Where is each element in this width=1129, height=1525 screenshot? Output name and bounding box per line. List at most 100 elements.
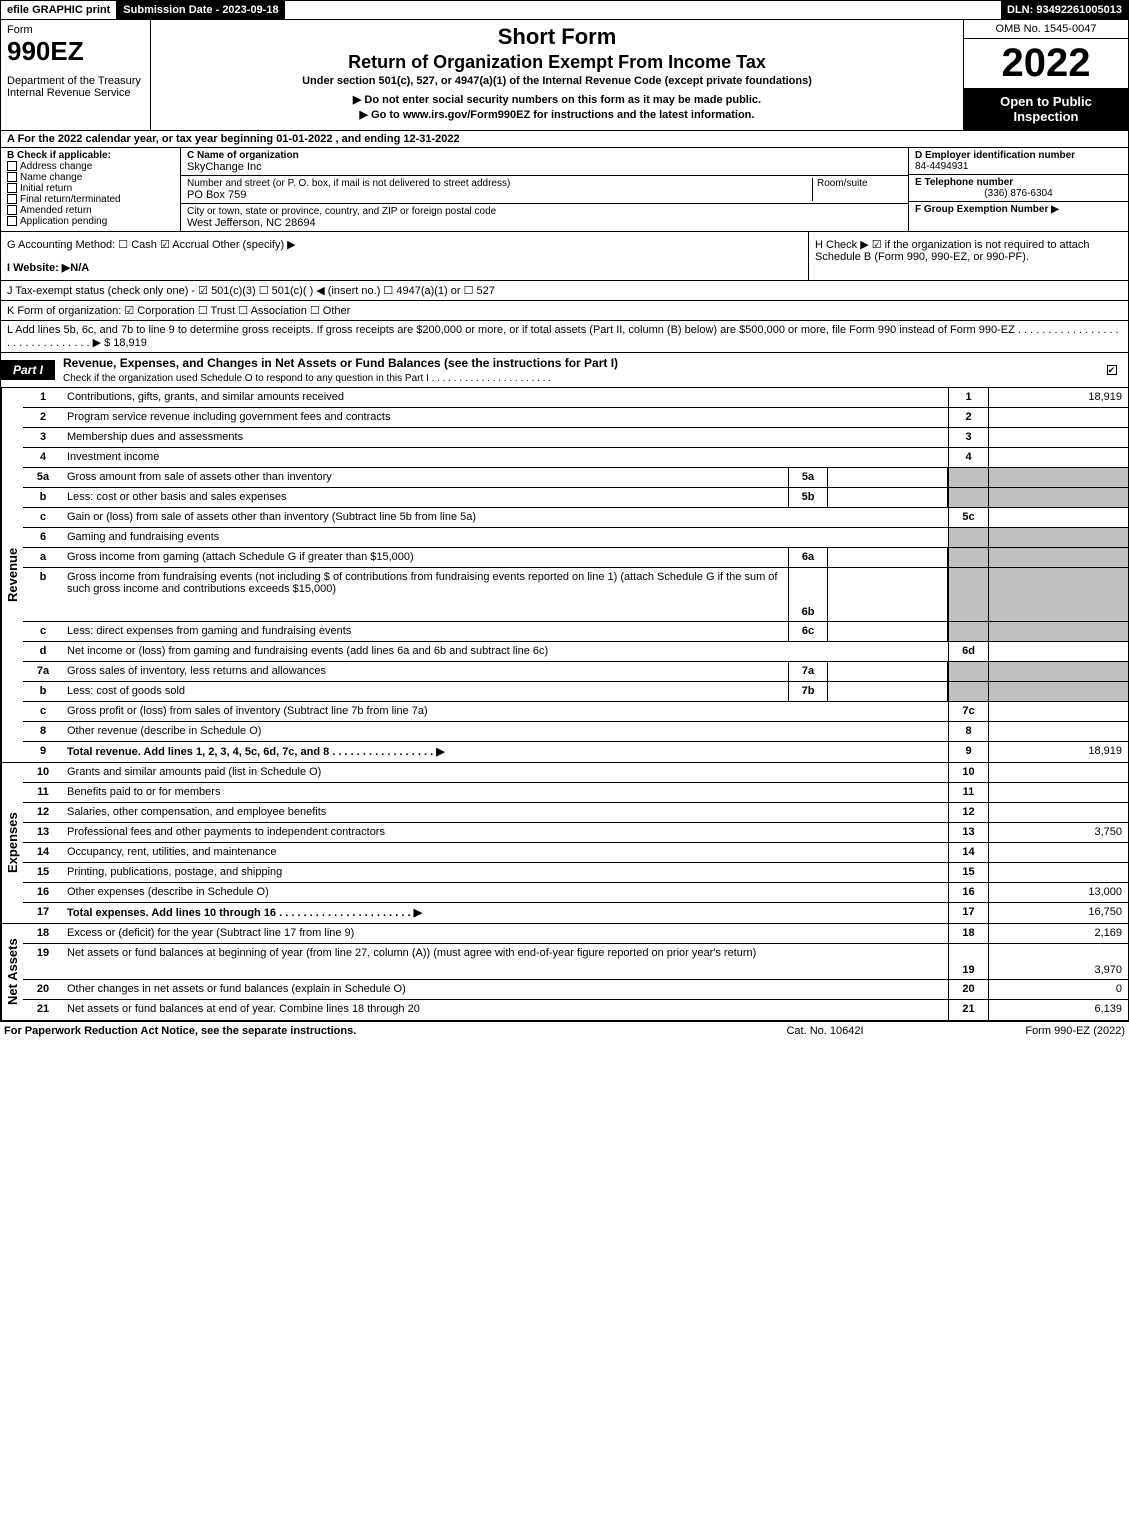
tax-year: 2022: [964, 39, 1128, 88]
line-8: 8 Other revenue (describe in Schedule O)…: [23, 722, 1128, 742]
line-7b: b Less: cost of goods sold 7b: [23, 682, 1128, 702]
room-label: Room/suite: [812, 178, 902, 201]
check-amended[interactable]: Amended return: [7, 205, 174, 216]
line-16: 16 Other expenses (describe in Schedule …: [23, 883, 1128, 903]
title-main: Short Form: [157, 24, 957, 50]
line-1: 1 Contributions, gifts, grants, and simi…: [23, 388, 1128, 408]
revenue-section: Revenue 1 Contributions, gifts, grants, …: [0, 388, 1129, 763]
name-label: C Name of organization: [187, 150, 902, 161]
line-19: 19 Net assets or fund balances at beginn…: [23, 944, 1128, 980]
footer-center: Cat. No. 10642I: [725, 1025, 925, 1037]
line-6b: b Gross income from fundraising events (…: [23, 568, 1128, 622]
line-7c: c Gross profit or (loss) from sales of i…: [23, 702, 1128, 722]
line-7a: 7a Gross sales of inventory, less return…: [23, 662, 1128, 682]
line-2: 2 Program service revenue including gove…: [23, 408, 1128, 428]
department: Department of the Treasury Internal Reve…: [7, 75, 144, 99]
part1-title: Revenue, Expenses, and Changes in Net As…: [55, 353, 1098, 387]
page-footer: For Paperwork Reduction Act Notice, see …: [0, 1021, 1129, 1040]
line-11: 11 Benefits paid to or for members 11: [23, 783, 1128, 803]
top-bar: efile GRAPHIC print Submission Date - 20…: [0, 0, 1129, 20]
line-15: 15 Printing, publications, postage, and …: [23, 863, 1128, 883]
section-b: B Check if applicable: Address change Na…: [1, 148, 181, 231]
check-final[interactable]: Final return/terminated: [7, 194, 174, 205]
goto-link[interactable]: ▶ Go to www.irs.gov/Form990EZ for instru…: [157, 108, 957, 121]
check-pending[interactable]: Application pending: [7, 216, 174, 227]
form-number: 990EZ: [7, 36, 144, 67]
line-6a: a Gross income from gaming (attach Sched…: [23, 548, 1128, 568]
open-public: Open to Public Inspection: [964, 88, 1128, 130]
line-i: I Website: ▶N/A: [7, 261, 802, 274]
footer-right: Form 990-EZ (2022): [925, 1025, 1125, 1037]
line-18: 18 Excess or (deficit) for the year (Sub…: [23, 924, 1128, 944]
line-5c: c Gain or (loss) from sale of assets oth…: [23, 508, 1128, 528]
revenue-label: Revenue: [1, 388, 23, 762]
netassets-section: Net Assets 18 Excess or (deficit) for th…: [0, 924, 1129, 1021]
line-4: 4 Investment income 4: [23, 448, 1128, 468]
street-label: Number and street (or P. O. box, if mail…: [187, 178, 812, 189]
form-id-block: Form 990EZ Department of the Treasury In…: [1, 20, 151, 130]
line-h: H Check ▶ ☑ if the organization is not r…: [808, 232, 1128, 280]
spacer: [286, 1, 1001, 19]
check-initial[interactable]: Initial return: [7, 183, 174, 194]
line-3: 3 Membership dues and assessments 3: [23, 428, 1128, 448]
street-block: Number and street (or P. O. box, if mail…: [181, 176, 908, 204]
form-header: Form 990EZ Department of the Treasury In…: [0, 20, 1129, 131]
line-k: K Form of organization: ☑ Corporation ☐ …: [0, 301, 1129, 321]
expenses-label: Expenses: [1, 763, 23, 923]
line-17: 17 Total expenses. Add lines 10 through …: [23, 903, 1128, 923]
group-exemption: F Group Exemption Number ▶: [909, 202, 1128, 217]
line-l: L Add lines 5b, 6c, and 7b to line 9 to …: [0, 321, 1129, 353]
line-20: 20 Other changes in net assets or fund b…: [23, 980, 1128, 1000]
check-address[interactable]: Address change: [7, 161, 174, 172]
org-name: SkyChange Inc: [187, 161, 902, 173]
netassets-label: Net Assets: [1, 924, 23, 1020]
ein-block: D Employer identification number 84-4494…: [909, 148, 1128, 175]
phone-value: (336) 876-6304: [915, 188, 1122, 199]
title-under: Under section 501(c), 527, or 4947(a)(1)…: [157, 75, 957, 87]
line-10: 10 Grants and similar amounts paid (list…: [23, 763, 1128, 783]
line-6: 6 Gaming and fundraising events: [23, 528, 1128, 548]
ein-value: 84-4494931: [915, 161, 1122, 172]
title-sub: Return of Organization Exempt From Incom…: [157, 52, 957, 73]
accounting-method: G Accounting Method: ☐ Cash ☑ Accrual Ot…: [1, 232, 808, 280]
b-label: B Check if applicable:: [7, 150, 174, 161]
header-right: OMB No. 1545-0047 2022 Open to Public In…: [963, 20, 1128, 130]
line-j: J Tax-exempt status (check only one) - ☑…: [0, 281, 1129, 301]
line-6d: d Net income or (loss) from gaming and f…: [23, 642, 1128, 662]
footer-left: For Paperwork Reduction Act Notice, see …: [4, 1025, 725, 1037]
line-5b: b Less: cost or other basis and sales ex…: [23, 488, 1128, 508]
line-6c: c Less: direct expenses from gaming and …: [23, 622, 1128, 642]
line-5a: 5a Gross amount from sale of assets othe…: [23, 468, 1128, 488]
omb-number: OMB No. 1545-0047: [964, 20, 1128, 39]
line-21: 21 Net assets or fund balances at end of…: [23, 1000, 1128, 1020]
efile-print[interactable]: efile GRAPHIC print: [1, 1, 117, 19]
org-name-block: C Name of organization SkyChange Inc: [181, 148, 908, 176]
submission-date: Submission Date - 2023-09-18: [117, 1, 285, 19]
form-title-block: Short Form Return of Organization Exempt…: [151, 20, 963, 130]
line-12: 12 Salaries, other compensation, and emp…: [23, 803, 1128, 823]
check-name[interactable]: Name change: [7, 172, 174, 183]
ssn-warning: ▶ Do not enter social security numbers o…: [157, 93, 957, 106]
city-label: City or town, state or province, country…: [187, 206, 902, 217]
city: West Jefferson, NC 28694: [187, 217, 902, 229]
phone-label: E Telephone number: [915, 177, 1122, 188]
line-14: 14 Occupancy, rent, utilities, and maint…: [23, 843, 1128, 863]
city-block: City or town, state or province, country…: [181, 204, 908, 231]
section-bcdef: B Check if applicable: Address change Na…: [0, 148, 1129, 232]
street: PO Box 759: [187, 189, 812, 201]
section-c: C Name of organization SkyChange Inc Num…: [181, 148, 908, 231]
section-def: D Employer identification number 84-4494…: [908, 148, 1128, 231]
line-13: 13 Professional fees and other payments …: [23, 823, 1128, 843]
line-a: A For the 2022 calendar year, or tax yea…: [0, 131, 1129, 148]
form-label: Form: [7, 24, 144, 36]
ein-label: D Employer identification number: [915, 150, 1122, 161]
line-g: G Accounting Method: ☐ Cash ☑ Accrual Ot…: [7, 238, 802, 251]
expenses-section: Expenses 10 Grants and similar amounts p…: [0, 763, 1129, 924]
group-label: F Group Exemption Number ▶: [915, 204, 1059, 215]
row-gh: G Accounting Method: ☐ Cash ☑ Accrual Ot…: [0, 232, 1129, 281]
part1-header: Part I Revenue, Expenses, and Changes in…: [0, 353, 1129, 388]
part1-tab: Part I: [1, 360, 55, 380]
part1-check[interactable]: [1098, 364, 1128, 376]
dln: DLN: 93492261005013: [1001, 1, 1128, 19]
line-9: 9 Total revenue. Add lines 1, 2, 3, 4, 5…: [23, 742, 1128, 762]
